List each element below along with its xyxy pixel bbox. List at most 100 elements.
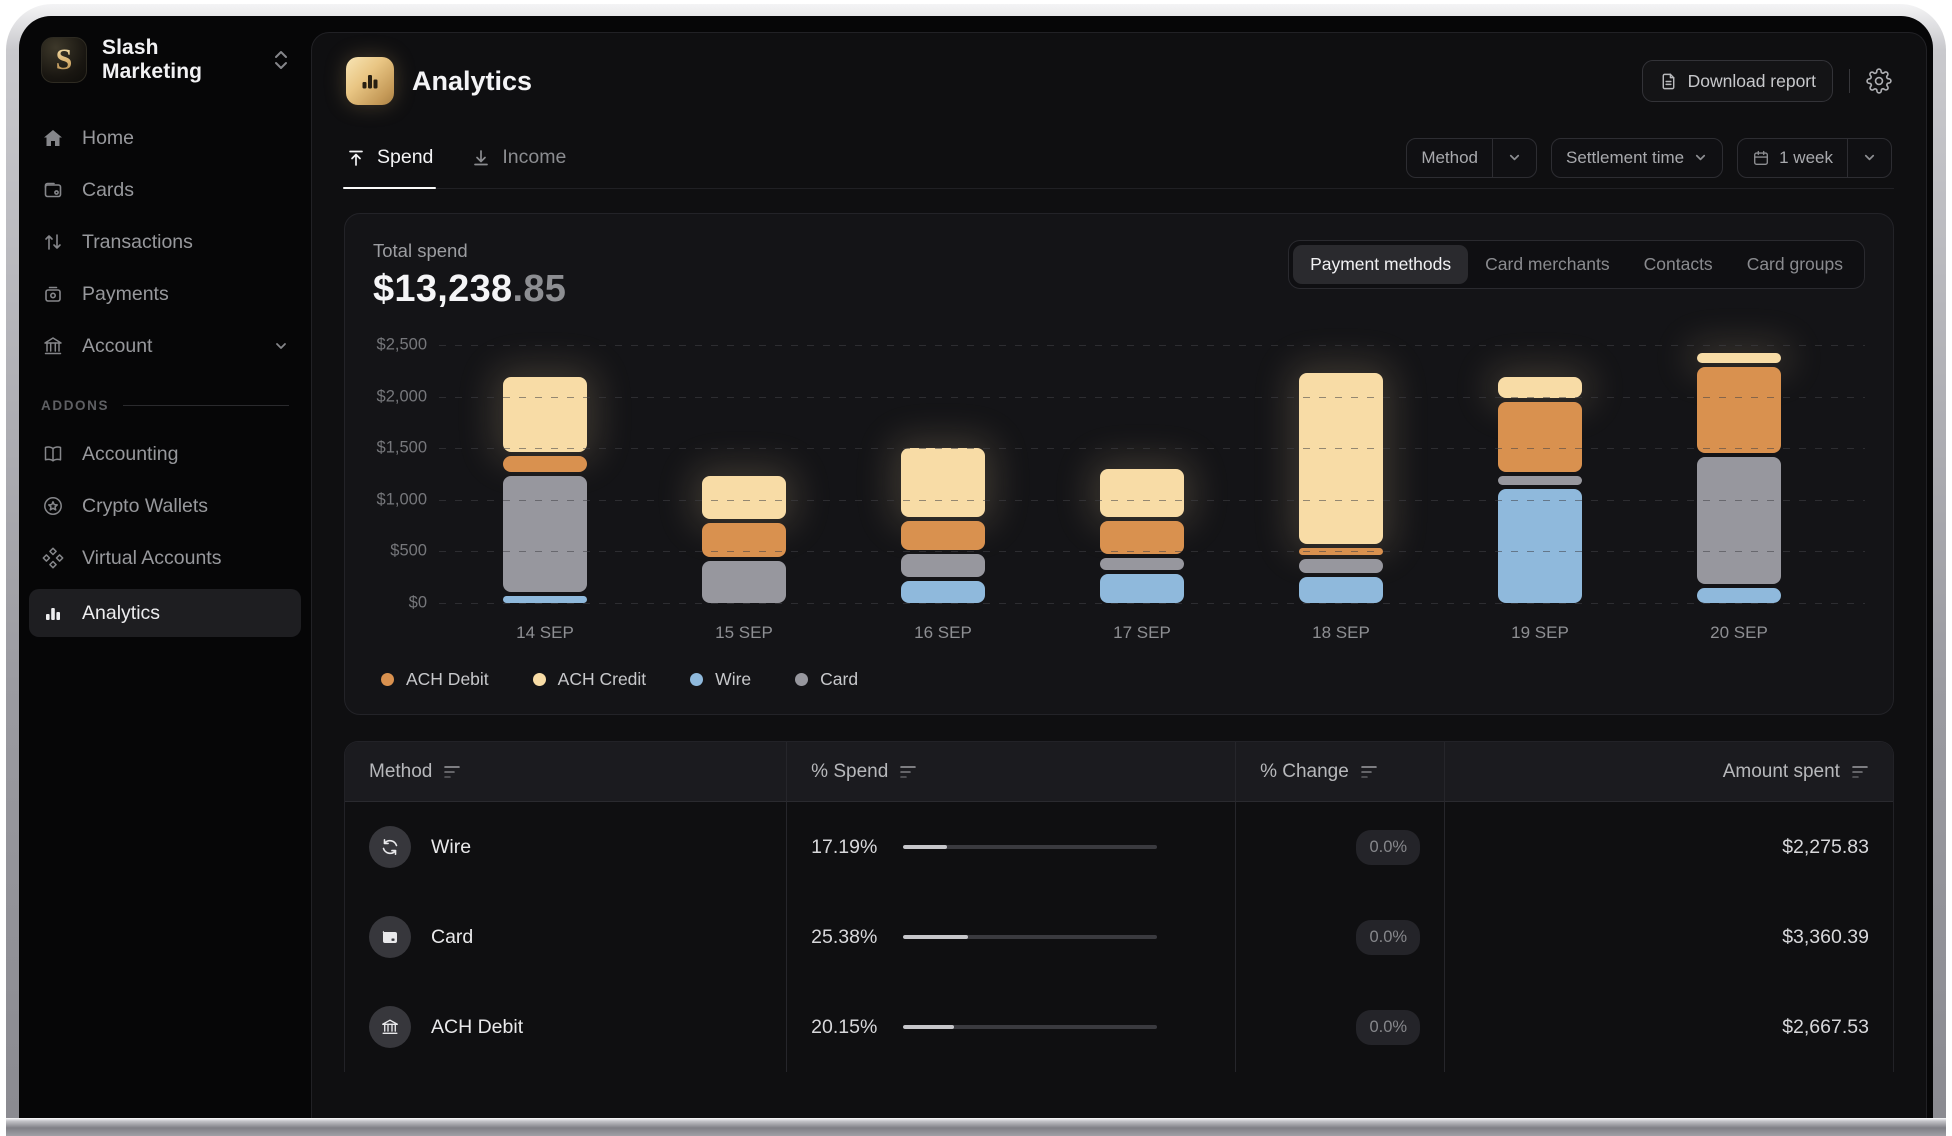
bar-segment-ach-debit[interactable] (1100, 521, 1184, 554)
payments-icon (41, 283, 65, 305)
bar-20-sep: 20 SEP (1697, 353, 1781, 642)
bar-segment-wire[interactable] (1498, 488, 1582, 603)
spend-stacked-bar-chart: $2,500 $2,000 $1,500 $1,000 $500 $0 14 SEP 15 … (373, 336, 1865, 645)
sidebar-item-virtual-accounts[interactable]: Virtual Accounts (41, 532, 289, 584)
bar-segment-ach-debit[interactable] (901, 520, 985, 551)
bar-segment-ach-debit[interactable] (1697, 366, 1781, 454)
bar-14-sep: 14 SEP (503, 377, 587, 642)
y-axis-tick: $500 (390, 541, 427, 560)
addons-section: ADDONS (41, 388, 289, 422)
sidebar-item-account[interactable]: Account (41, 320, 289, 372)
bar-segment-card[interactable] (1299, 559, 1383, 574)
calendar-icon (1752, 149, 1770, 167)
sidebar-item-home[interactable]: Home (41, 112, 289, 164)
sidebar-item-label: Analytics (82, 601, 161, 624)
x-axis-label: 15 SEP (715, 623, 773, 642)
table-row-card-method[interactable]: Card (345, 892, 786, 982)
divider (1849, 69, 1850, 93)
bar-segment-ach-credit[interactable] (901, 447, 985, 517)
tab-spend[interactable]: Spend (342, 127, 437, 189)
sidebar-item-label: Crypto Wallets (82, 494, 209, 517)
pct-spend-bar (903, 935, 1158, 939)
table-cell-amount: $3,360.39 (1444, 892, 1893, 982)
column-header-pct-change[interactable]: % Change (1235, 742, 1445, 802)
card-filled-icon (369, 916, 411, 958)
sidebar-item-payments[interactable]: Payments (41, 268, 289, 320)
bar-segment-wire[interactable] (901, 581, 985, 603)
bar-segment-wire[interactable] (1100, 574, 1184, 603)
bar-segment-ach-debit[interactable] (1498, 402, 1582, 472)
bar-segment-wire[interactable] (1697, 587, 1781, 603)
toggle-card-merchants[interactable]: Card merchants (1485, 254, 1610, 274)
app-window: S Slash Marketing Home C (19, 16, 1933, 1118)
legend-dot (795, 673, 809, 686)
tab-label: Spend (377, 146, 434, 168)
table-row-ach-debit-method[interactable]: ACH Debit (345, 982, 786, 1072)
bar-segment-ach-credit[interactable] (1100, 468, 1184, 518)
table-cell-pct-change: 0.0% (1235, 982, 1444, 1072)
sidebar: S Slash Marketing Home C (19, 16, 311, 1118)
sidebar-item-label: Payments (82, 282, 169, 305)
date-range-dropdown[interactable]: 1 week (1737, 137, 1892, 178)
settlement-time-dropdown[interactable]: Settlement time (1551, 137, 1724, 178)
bar-segment-ach-credit[interactable] (1697, 353, 1781, 363)
chart-legend: ACH Debit ACH Credit Wire Card (373, 669, 1865, 690)
org-switcher[interactable]: S Slash Marketing (41, 36, 289, 84)
bar-18-sep: 18 SEP (1299, 372, 1383, 642)
divider (123, 404, 289, 406)
column-header-method[interactable]: Method (345, 742, 787, 802)
table-cell-pct-spend: 20.15% (786, 982, 1235, 1072)
column-header-pct-spend[interactable]: % Spend (786, 742, 1236, 802)
main-panel: Analytics Download report (311, 32, 1927, 1118)
method-filter-dropdown[interactable]: Method (1406, 137, 1538, 178)
download-report-button[interactable]: Download report (1641, 60, 1833, 102)
legend-label: ACH Debit (406, 669, 489, 689)
toggle-contacts[interactable]: Contacts (1643, 254, 1713, 274)
toggle-card-groups[interactable]: Card groups (1746, 254, 1843, 274)
bar-segment-card[interactable] (702, 560, 786, 603)
bar-segment-ach-debit[interactable] (503, 456, 587, 473)
tab-income[interactable]: Income (471, 127, 566, 188)
sidebar-item-label: Home (82, 126, 135, 149)
bar-segment-wire[interactable] (1299, 577, 1383, 603)
sidebar-item-label: Virtual Accounts (82, 546, 222, 569)
download-report-label: Download report (1687, 70, 1816, 91)
sidebar-item-crypto-wallets[interactable]: Crypto Wallets (41, 480, 289, 532)
bar-segment-wire[interactable] (503, 595, 587, 603)
sidebar-item-analytics[interactable]: Analytics (29, 589, 301, 637)
sidebar-item-label: Accounting (82, 442, 179, 465)
x-axis-label: 14 SEP (516, 623, 574, 642)
bar-segment-card[interactable] (901, 554, 985, 578)
legend-item-card[interactable]: Card (795, 669, 858, 690)
bar-segment-card[interactable] (1498, 475, 1582, 485)
gear-icon[interactable] (1866, 68, 1892, 94)
table-row-wire-method[interactable]: Wire (345, 802, 786, 892)
bar-segment-card[interactable] (1697, 457, 1781, 584)
total-spend-label: Total spend (373, 240, 468, 261)
bar-segment-ach-credit[interactable] (503, 377, 587, 453)
bar-segment-ach-credit[interactable] (702, 476, 786, 520)
legend-item-ach-credit[interactable]: ACH Credit (532, 669, 646, 690)
chevron-down-icon (1848, 139, 1891, 177)
legend-item-ach-debit[interactable]: ACH Debit (381, 669, 489, 690)
sidebar-item-accounting[interactable]: Accounting (41, 428, 289, 480)
grid-line (439, 396, 1865, 398)
org-switcher-chevrons-icon[interactable] (273, 49, 289, 71)
legend-item-wire[interactable]: Wire (690, 669, 751, 690)
transactions-arrows-icon (41, 231, 65, 253)
column-header-amount-spent[interactable]: Amount spent (1444, 742, 1893, 802)
sidebar-item-transactions[interactable]: Transactions (41, 216, 289, 268)
bar-segment-ach-debit[interactable] (702, 523, 786, 557)
wire-refresh-icon (369, 826, 411, 868)
bar-segment-ach-credit[interactable] (1498, 377, 1582, 399)
bar-segment-card[interactable] (503, 476, 587, 592)
bar-segment-ach-credit[interactable] (1299, 372, 1383, 545)
filter-bar: Method Settlement time (1406, 137, 1892, 178)
bar-segment-card[interactable] (1100, 557, 1184, 571)
x-axis-label: 17 SEP (1113, 623, 1171, 642)
sidebar-item-cards[interactable]: Cards (41, 164, 289, 216)
analytics-gold-icon (346, 57, 394, 105)
toggle-payment-methods[interactable]: Payment methods (1293, 245, 1469, 284)
sort-icon (1852, 765, 1869, 779)
sort-icon (900, 765, 917, 779)
